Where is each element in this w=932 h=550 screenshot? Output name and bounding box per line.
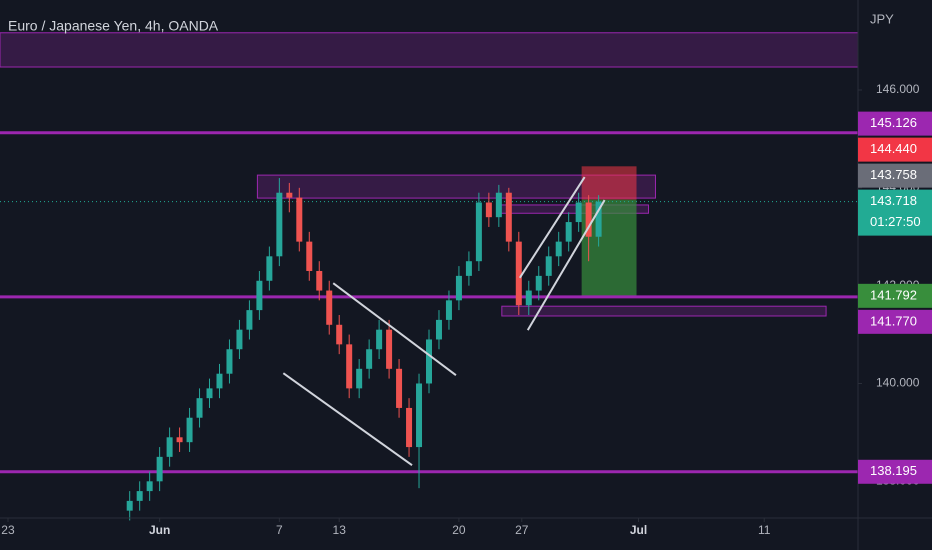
plot (0, 32, 859, 521)
x-tick-label: 20 (452, 523, 466, 537)
trend-line (518, 176, 586, 279)
price-label-box (858, 111, 932, 136)
x-tick-label: 27 (515, 523, 529, 537)
candle-body (515, 241, 522, 306)
candle-body (535, 275, 542, 291)
price-axis: 138.000140.000142.000144.000146.000145.1… (858, 82, 932, 487)
candle-body (495, 192, 502, 218)
candle-body (296, 197, 303, 242)
trend-line (332, 282, 457, 376)
candle-body (166, 437, 173, 457)
candle-body (545, 256, 552, 276)
candle-body (286, 192, 293, 198)
price-label: 145.126 (870, 115, 917, 130)
candle-body (156, 456, 163, 482)
y-tick-label: 146.000 (876, 82, 920, 96)
price-label-box (858, 459, 932, 484)
candle-body (276, 192, 283, 257)
candle-body (595, 201, 602, 237)
x-tick-label: 7 (276, 523, 283, 537)
candle-body (455, 275, 462, 301)
candle-body (236, 329, 243, 350)
candle-body (575, 202, 582, 223)
candle-body (136, 491, 143, 501)
candle-body (565, 222, 572, 242)
candle-body (196, 398, 203, 418)
price-label-box (858, 309, 932, 334)
candle-body (376, 329, 383, 350)
candle-body (256, 280, 263, 311)
price-label: 144.440 (870, 141, 917, 156)
x-tick-label: Jul (630, 523, 647, 537)
candle-body (525, 290, 532, 306)
candle-body (445, 300, 452, 320)
zone (501, 305, 827, 317)
candle-body (585, 202, 592, 237)
candle-body (406, 407, 413, 448)
candle-body (186, 417, 193, 443)
price-label-box (858, 163, 932, 188)
price-label: 141.770 (870, 313, 917, 328)
candle-body (356, 368, 363, 389)
candle-body (416, 383, 423, 448)
x-tick-label: 13 (333, 523, 347, 537)
candle-body (146, 481, 153, 492)
candle-body (465, 261, 472, 276)
candle-body (336, 324, 343, 345)
zone (256, 174, 656, 199)
candle-body (346, 344, 353, 389)
candle-body (206, 388, 213, 399)
candle-body (555, 241, 562, 257)
candle-body (226, 349, 233, 374)
candle-body (366, 349, 373, 369)
trend-line (526, 199, 606, 331)
candle-body (505, 192, 512, 242)
x-tick-label: 23 (1, 523, 15, 537)
candle-body (326, 290, 333, 325)
trend-line (282, 372, 413, 466)
y-tick-label: 140.000 (876, 376, 920, 390)
countdown: 01:27:50 (870, 214, 921, 229)
candle-body (316, 270, 323, 291)
candle-body (216, 373, 223, 389)
price-label-box (858, 137, 932, 162)
stop-zone (581, 166, 637, 200)
last-price-box (858, 189, 932, 236)
candle-body (435, 319, 442, 340)
zone (0, 32, 859, 68)
candle-body (485, 202, 492, 218)
candle-body (475, 202, 482, 262)
candle-body (266, 256, 273, 281)
price-label-box (858, 283, 932, 308)
x-tick-label: 11 (758, 523, 771, 537)
candle-body (426, 339, 432, 384)
price-label: 143.758 (870, 167, 917, 182)
price-label: 138.195 (870, 463, 917, 478)
x-tick-label: Jun (149, 523, 170, 537)
candle-body (246, 310, 253, 330)
candle-body (306, 241, 313, 271)
candle-body (396, 368, 403, 408)
chart-title: Euro / Japanese Yen, 4h, OANDA (8, 18, 219, 34)
last-price-label: 143.718 (870, 193, 917, 208)
candle-body (176, 437, 183, 443)
price-label: 141.792 (870, 287, 917, 302)
candle-body (126, 500, 133, 511)
candle-body (386, 329, 393, 369)
currency: JPY (870, 11, 894, 26)
